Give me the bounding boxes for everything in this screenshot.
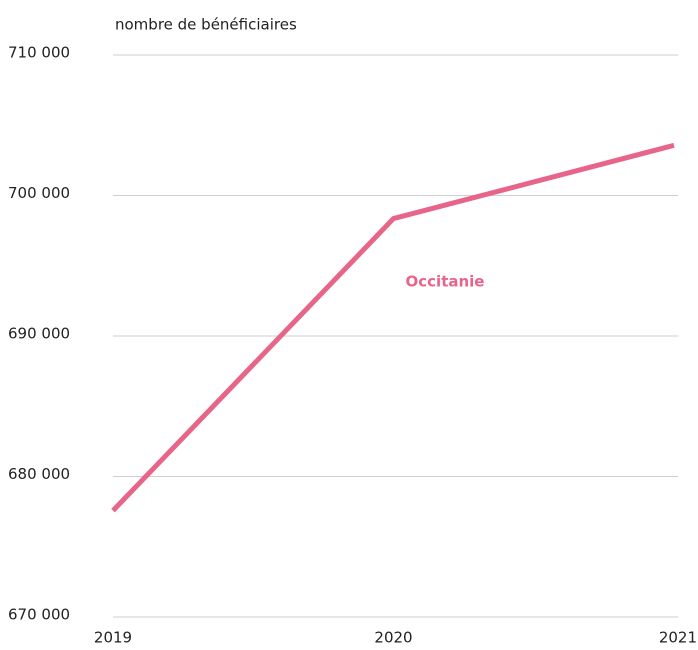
x-tick-label: 2021 bbox=[659, 629, 697, 647]
x-tick-label: 2020 bbox=[374, 629, 412, 647]
y-tick-label: 670 000 bbox=[8, 606, 70, 624]
line bbox=[111, 142, 675, 513]
y-tick-label: 680 000 bbox=[8, 465, 70, 483]
y-tick-label: 710 000 bbox=[8, 44, 70, 62]
y-axis-label: nombre de bénéficiaires bbox=[115, 16, 297, 34]
series-label: Occitanie bbox=[406, 273, 485, 291]
y-tick-label: 690 000 bbox=[8, 325, 70, 343]
x-tick-label: 2019 bbox=[94, 629, 132, 647]
y-tick-label: 700 000 bbox=[8, 184, 70, 202]
